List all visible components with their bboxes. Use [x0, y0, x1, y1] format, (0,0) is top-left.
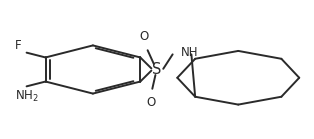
Text: S: S	[152, 62, 162, 77]
Text: O: O	[140, 30, 149, 43]
Text: O: O	[146, 96, 155, 109]
Text: F: F	[15, 39, 22, 52]
Text: NH$_2$: NH$_2$	[15, 88, 39, 104]
Text: NH: NH	[181, 46, 198, 59]
